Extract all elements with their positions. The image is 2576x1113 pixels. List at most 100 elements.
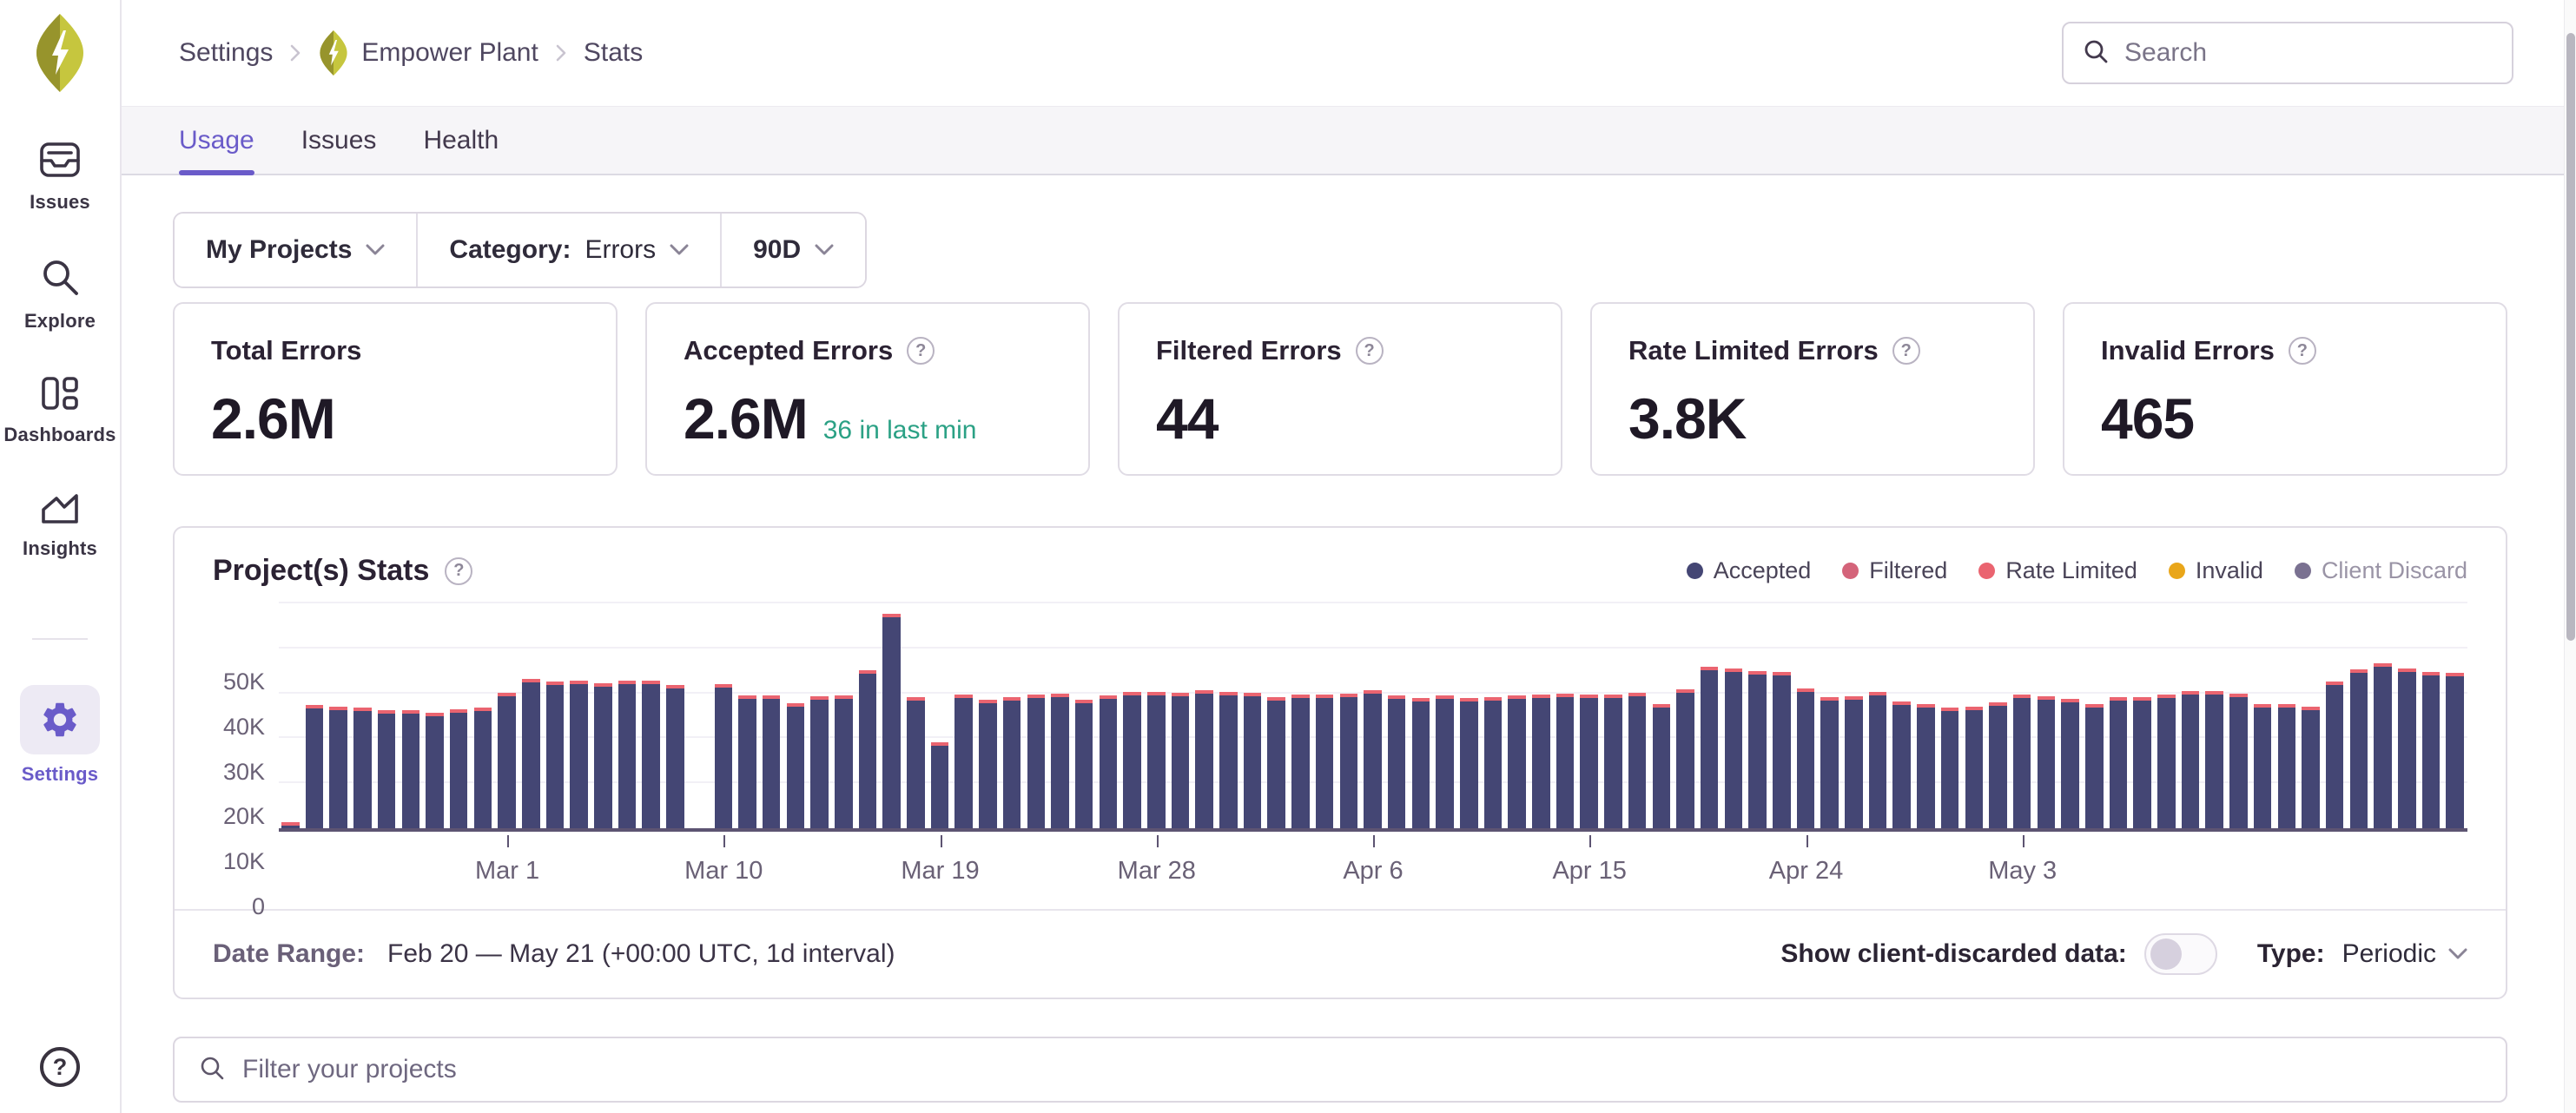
legend-accepted[interactable]: Accepted xyxy=(1686,557,1811,584)
chevron-right-icon xyxy=(554,43,568,63)
chart-plot[interactable] xyxy=(279,602,2467,832)
chart-bar-cap xyxy=(1436,695,1454,700)
tab-usage[interactable]: Usage xyxy=(179,107,254,175)
y-axis-label: 50K xyxy=(222,668,265,695)
sidebar-item-settings[interactable]: Settings xyxy=(20,685,100,786)
type-selector[interactable]: Periodic xyxy=(2342,939,2467,969)
type-label: Type: xyxy=(2256,939,2325,968)
chart-bar xyxy=(1171,695,1190,828)
x-axis-tick xyxy=(507,835,510,847)
chart-bar-cap xyxy=(1580,695,1599,699)
chart-bar xyxy=(858,674,877,828)
category-selector[interactable]: Category: Errors xyxy=(418,214,721,286)
y-axis-label: 20K xyxy=(222,803,265,830)
sidebar-item-explore[interactable]: Explore xyxy=(24,257,96,333)
chart-bar xyxy=(281,826,300,828)
help-icon[interactable]: ? xyxy=(40,1047,80,1087)
chart-bar xyxy=(401,714,420,828)
chart-bar-cap xyxy=(2253,703,2272,708)
chart-bar xyxy=(594,686,612,828)
search-icon xyxy=(199,1055,225,1085)
chart-bar xyxy=(907,700,925,828)
search-icon xyxy=(2083,38,2109,69)
scrollbar-thumb[interactable] xyxy=(2566,33,2575,641)
chart-bar-cap xyxy=(738,695,756,700)
sidebar-item-dashboards[interactable]: Dashboards xyxy=(3,376,116,446)
sidebar-item-issues[interactable]: Issues xyxy=(30,142,90,214)
panel-title: Project(s) Stats xyxy=(213,554,430,587)
y-axis-label: 40K xyxy=(222,713,265,740)
chart-bar-cap xyxy=(1339,693,1358,697)
sidebar-item-insights[interactable]: Insights xyxy=(23,490,97,560)
chart-bar xyxy=(810,699,829,828)
org-logo[interactable] xyxy=(33,14,87,96)
chevron-right-icon xyxy=(288,43,302,63)
client-discard-toggle[interactable] xyxy=(2143,933,2217,975)
chart-bar-cap xyxy=(2037,695,2056,700)
period-selector[interactable]: 90D xyxy=(722,214,866,286)
scrollbar-track[interactable] xyxy=(2564,0,2576,1113)
chart-bar xyxy=(2325,685,2344,828)
legend-client-discard[interactable]: Client Discard xyxy=(2294,557,2467,584)
card-total-errors: Total Errors 2.6M xyxy=(173,302,618,476)
card-live-rate: 36 in last min xyxy=(822,416,977,445)
chart-bar xyxy=(786,707,805,828)
chart-bar xyxy=(2205,694,2224,828)
chart-bar-cap xyxy=(1002,697,1021,701)
chart-bar xyxy=(1628,696,1647,828)
chart-bar-cap xyxy=(449,709,468,714)
tab-issues[interactable]: Issues xyxy=(301,125,377,155)
breadcrumb-org[interactable]: Empower Plant xyxy=(318,30,538,76)
chart-bar-cap xyxy=(2229,693,2248,697)
chart-bar xyxy=(1436,699,1454,828)
project-selector[interactable]: My Projects xyxy=(175,214,417,286)
question-icon[interactable]: ? xyxy=(907,337,935,365)
project-filter-input[interactable] xyxy=(241,1054,2481,1085)
chart-bar xyxy=(1411,701,1430,828)
chevron-down-icon xyxy=(366,244,385,255)
chart-bar-cap xyxy=(2397,668,2416,672)
chevron-down-icon xyxy=(2448,948,2467,959)
chart-bar xyxy=(1676,692,1694,828)
filter-divider xyxy=(720,214,723,286)
chart-bar xyxy=(570,684,588,828)
chart-bar-cap xyxy=(2061,699,2079,702)
chart-bar xyxy=(2421,675,2441,828)
search-magnifier-icon xyxy=(40,257,80,301)
chart-bar xyxy=(1845,700,1863,828)
chart-bar xyxy=(545,684,565,828)
chart-bar xyxy=(738,699,756,828)
question-icon[interactable]: ? xyxy=(1355,337,1384,365)
legend-filtered[interactable]: Filtered xyxy=(1842,557,1947,584)
question-icon[interactable]: ? xyxy=(1892,337,1920,365)
global-search[interactable] xyxy=(2062,22,2513,84)
card-value: 2.6M xyxy=(211,386,336,451)
x-axis-label: Mar 1 xyxy=(475,857,540,885)
question-icon[interactable]: ? xyxy=(445,556,473,585)
chart-bar-cap xyxy=(473,708,492,712)
legend-invalid[interactable]: Invalid xyxy=(2168,557,2263,584)
chart-bar xyxy=(2277,707,2296,828)
breadcrumb-settings[interactable]: Settings xyxy=(179,38,274,67)
chart-bar-cap xyxy=(1387,695,1406,699)
sidebar-help: ? xyxy=(0,1047,120,1087)
chart-bar xyxy=(498,696,516,828)
chart-bar-cap xyxy=(1868,691,1887,695)
search-input[interactable] xyxy=(2123,37,2493,69)
tab-health[interactable]: Health xyxy=(423,125,499,155)
question-icon[interactable]: ? xyxy=(2288,337,2316,365)
chart-bar-cap xyxy=(2133,697,2151,701)
legend-rate-limited[interactable]: Rate Limited xyxy=(1978,557,2137,584)
chart-bar xyxy=(1483,700,1503,828)
chart-bar-cap xyxy=(714,684,733,688)
project-filter[interactable] xyxy=(173,1037,2507,1103)
chart-bar xyxy=(1146,695,1166,828)
chart-bar xyxy=(714,688,733,828)
chart-bar-cap xyxy=(1676,688,1694,693)
sidebar-divider xyxy=(32,638,88,640)
chart-bar-cap xyxy=(762,695,781,700)
x-axis-label: Apr 15 xyxy=(1552,857,1627,885)
main: Settings Empower Plant Stats xyxy=(122,0,2576,1103)
tabstrip: Usage Issues Health xyxy=(122,106,2576,175)
chart-bar xyxy=(1339,696,1358,828)
